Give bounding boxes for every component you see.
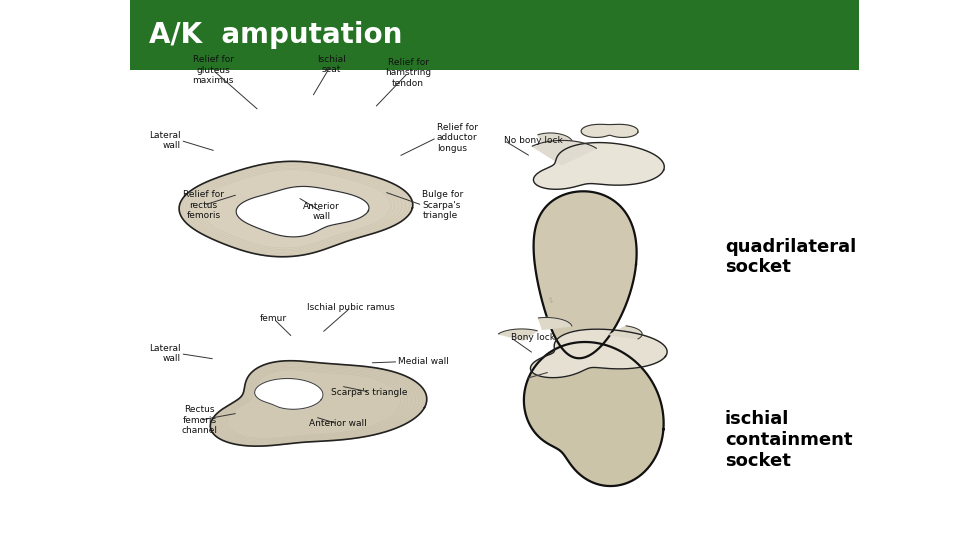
Text: Ischial
seat: Ischial seat <box>317 55 346 75</box>
Text: Relief for
hamstring
tendon: Relief for hamstring tendon <box>385 58 431 88</box>
Polygon shape <box>531 329 667 377</box>
Polygon shape <box>236 186 369 237</box>
Polygon shape <box>524 342 663 486</box>
Text: Relief for
adductor
longus: Relief for adductor longus <box>437 123 478 153</box>
Polygon shape <box>581 124 638 138</box>
Text: Lateral
wall: Lateral wall <box>149 131 180 150</box>
Polygon shape <box>534 143 664 190</box>
Polygon shape <box>180 161 413 256</box>
Text: femur: femur <box>260 314 287 323</box>
Bar <box>130 0 859 70</box>
Polygon shape <box>532 140 596 165</box>
Text: Scarpa's triangle: Scarpa's triangle <box>331 388 408 396</box>
Text: Bulge for
Scarpa's
triangle: Bulge for Scarpa's triangle <box>422 190 464 220</box>
Text: Medial wall: Medial wall <box>398 357 449 366</box>
Text: Lateral
wall: Lateral wall <box>149 344 180 363</box>
Polygon shape <box>254 379 323 409</box>
Text: Anterior
wall: Anterior wall <box>303 202 340 221</box>
Polygon shape <box>538 133 572 143</box>
Text: ischial
containment
socket: ischial containment socket <box>725 410 852 470</box>
Text: Ischial pubic ramus: Ischial pubic ramus <box>306 303 395 312</box>
Polygon shape <box>498 329 538 340</box>
Polygon shape <box>534 191 636 358</box>
Text: Rectus
femoris
channel: Rectus femoris channel <box>181 405 218 435</box>
Text: A/K  amputation: A/K amputation <box>149 21 402 49</box>
Text: Relief for
gluteus
maximus: Relief for gluteus maximus <box>192 55 234 85</box>
Text: Bony lock: Bony lock <box>511 333 555 342</box>
Polygon shape <box>210 361 427 446</box>
Text: No bony lock: No bony lock <box>504 136 563 145</box>
Text: Relief for
rectus
femoris: Relief for rectus femoris <box>183 190 224 220</box>
Polygon shape <box>610 326 642 339</box>
Text: quadrilateral
socket: quadrilateral socket <box>725 238 856 276</box>
Polygon shape <box>539 318 572 329</box>
Text: Anterior wall: Anterior wall <box>309 420 367 428</box>
